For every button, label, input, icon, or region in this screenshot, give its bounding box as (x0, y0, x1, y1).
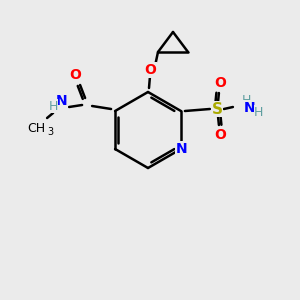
Text: O: O (214, 76, 226, 90)
Text: H: H (48, 100, 58, 112)
Text: N: N (176, 142, 188, 156)
Text: O: O (69, 68, 81, 82)
Text: N: N (55, 94, 67, 108)
Text: CH: CH (27, 122, 45, 134)
Text: 3: 3 (47, 127, 53, 137)
Text: H: H (242, 94, 252, 107)
Text: S: S (212, 101, 222, 116)
Text: H: H (254, 106, 264, 118)
Text: N: N (244, 101, 256, 115)
Text: O: O (214, 128, 226, 142)
Text: O: O (144, 63, 156, 77)
